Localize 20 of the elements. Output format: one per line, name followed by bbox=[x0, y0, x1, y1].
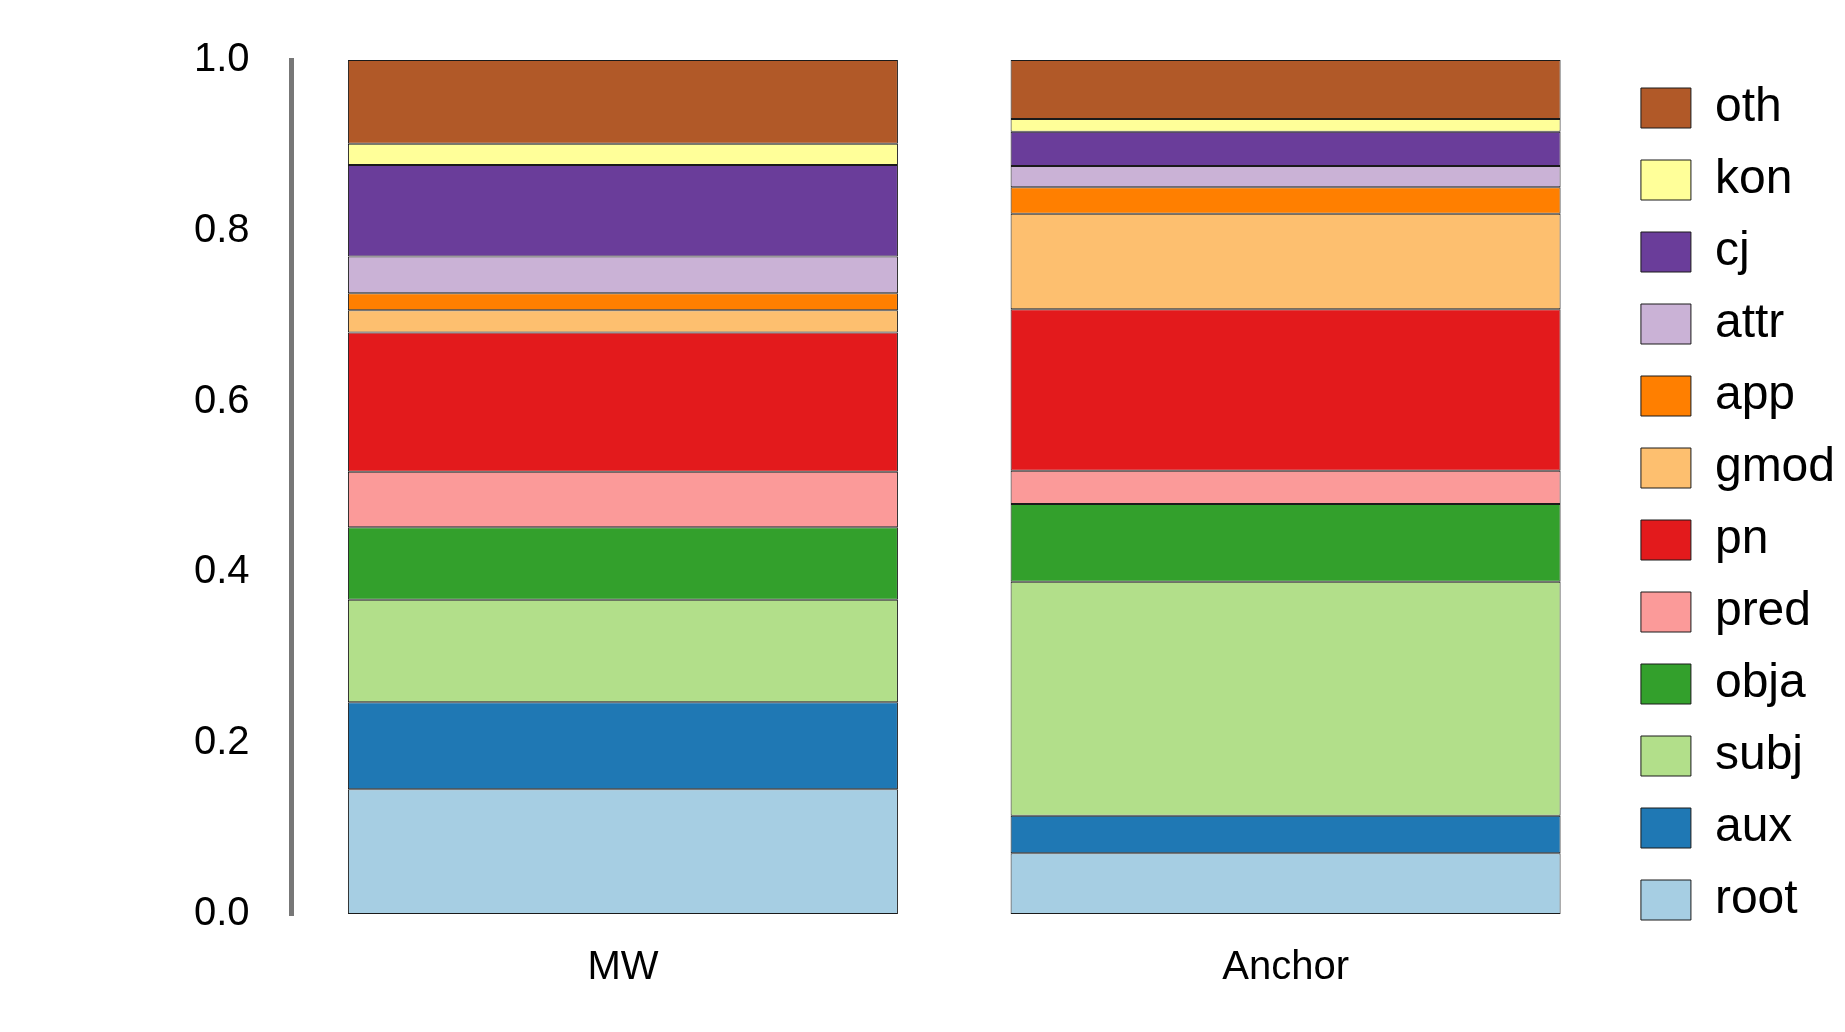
y-tick-label: 0.0 bbox=[194, 889, 250, 934]
y-tick-label: 0.4 bbox=[194, 547, 250, 592]
legend-label: kon bbox=[1714, 150, 1793, 204]
legend-label: pred bbox=[1714, 582, 1812, 636]
y-tick-label: 0.6 bbox=[194, 376, 250, 421]
y-tick-label: 0.2 bbox=[194, 718, 250, 763]
legend-label: app bbox=[1714, 366, 1796, 420]
y-tick-label: 0.8 bbox=[194, 205, 250, 250]
legend-label: subj bbox=[1714, 726, 1803, 780]
legend-label: cj bbox=[1714, 222, 1750, 276]
legend-label: obja bbox=[1714, 654, 1806, 708]
x-tick-label: MW bbox=[587, 943, 659, 988]
x-tick-label: Anchor bbox=[1222, 943, 1349, 988]
legend-label: attr bbox=[1714, 294, 1785, 348]
legend-label: root bbox=[1714, 870, 1798, 924]
y-tick-label: 1.0 bbox=[194, 35, 250, 80]
legend-label: gmod bbox=[1714, 438, 1836, 492]
legend-label: pn bbox=[1714, 510, 1769, 564]
legend-label: oth bbox=[1714, 78, 1782, 132]
legend-label: aux bbox=[1714, 798, 1793, 852]
